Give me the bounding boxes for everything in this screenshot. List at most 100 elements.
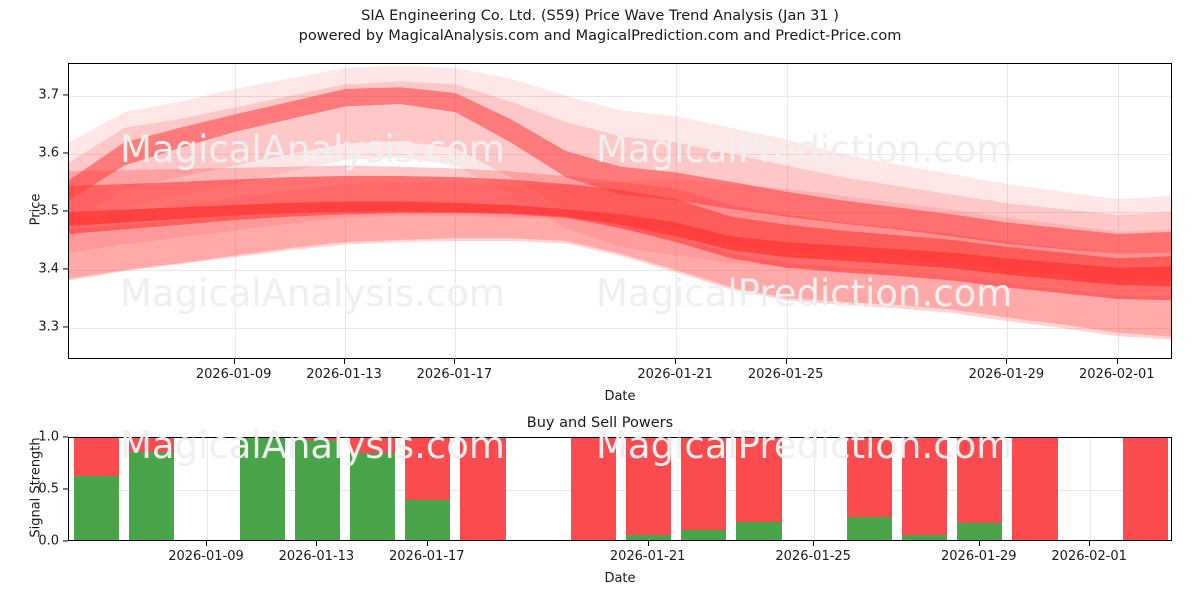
price-chart-y-tick-label: 3.3 [38,319,59,335]
buy-power-segment [736,522,782,540]
signal-chart-gridline-v [814,438,816,540]
signal-bar[interactable] [294,438,341,540]
buy-power-segment [73,475,120,540]
buy-power-segment [681,529,727,540]
sell-power-segment [129,438,175,452]
buy-power-segment [349,452,396,540]
signal-bar[interactable] [349,438,396,540]
price-band-lower-tail-band [69,208,1171,340]
price-chart-y-tick-mark [63,152,68,154]
buy-power-segment [294,440,341,540]
signal-bar[interactable] [405,438,451,540]
price-chart-y-tick-label: 3.7 [38,87,59,103]
sell-power-segment [736,438,782,523]
price-chart-gridline-h [69,270,1171,272]
sell-power-segment [349,438,396,453]
price-chart-x-tick-mark [344,359,346,364]
signal-chart-x-tick-label: 2026-02-01 [1051,549,1127,564]
signal-bar[interactable] [846,438,893,540]
signal-chart-x-axis-label: Date [604,571,636,586]
price-chart-x-tick-mark [233,359,235,364]
price-chart-x-tick-mark [1116,359,1118,364]
price-chart-x-tick-label: 2026-01-17 [416,367,493,382]
title-block: SIA Engineering Co. Ltd. (S59) Price Wav… [0,6,1200,46]
signal-bar[interactable] [1122,438,1169,540]
signal-chart-x-tick-mark [316,541,318,546]
price-chart-gridline-h [69,328,1171,330]
buy-power-segment [846,517,893,540]
signal-chart-gridline-v [1090,438,1092,540]
signal-bar[interactable] [681,438,727,540]
price-chart-x-tick-label: 2026-01-25 [747,367,824,382]
price-band-upper-right-halo [69,179,1171,282]
price-chart-x-tick-label: 2026-01-21 [637,367,713,382]
price-chart-x-axis-label: Date [604,389,636,404]
price-chart-y-tick-mark [63,326,68,328]
price-chart-x-tick-mark [785,359,787,364]
signal-chart-y-tick-mark [63,436,68,438]
price-chart-x-tick-mark [1006,359,1008,364]
signal-chart-x-tick-label: 2026-01-13 [278,549,355,564]
signal-chart-y-tick-mark [63,488,68,490]
signal-chart-gridline-v [207,438,208,540]
signal-bar[interactable] [73,438,120,540]
buy-power-segment [957,523,1003,540]
sell-power-segment [901,438,948,535]
signal-bar[interactable] [736,438,782,540]
price-chart-x-tick-mark [675,359,677,364]
signal-chart-x-tick-mark [1089,541,1091,546]
price-band-upper-core-band [69,87,1171,254]
sell-power-segment [957,438,1003,524]
signal-bar[interactable] [570,438,617,540]
signal-bar[interactable] [460,438,506,540]
signal-bar[interactable] [957,438,1003,540]
price-chart-x-tick-label: 2026-01-13 [306,367,382,382]
price-chart-y-tick-label: 3.5 [38,203,59,219]
price-chart-gridline-h [69,153,1171,155]
signal-chart-y-tick-label: 0.5 [38,481,59,497]
signal-bar[interactable] [1012,438,1058,540]
signal-chart-x-tick-mark [647,541,649,546]
buy-power-segment [901,534,948,540]
price-chart-x-tick-label: 2026-01-09 [195,367,272,382]
signal-chart-axes [68,437,1172,541]
price-chart-gridline-v [1117,64,1119,358]
price-chart-y-axis-label: Price [28,193,44,226]
buy-power-segment [239,438,285,540]
price-chart-plot-area [69,64,1171,358]
price-chart-gridline-v [1007,64,1009,358]
signal-chart-y-tick-label: 0.0 [38,533,59,549]
price-chart-x-tick-label: 2026-01-29 [968,367,1045,382]
sell-power-segment [570,438,617,540]
page-subtitle: powered by MagicalAnalysis.com and Magic… [298,28,902,44]
price-chart-y-tick-label: 3.6 [38,145,59,161]
signal-chart-x-tick-label: 2026-01-09 [168,549,244,564]
price-chart-y-tick-mark [63,94,68,96]
sell-power-segment [294,438,341,441]
signal-chart-x-tick-label: 2026-01-17 [389,549,465,564]
signal-bar[interactable] [901,438,948,540]
sell-power-segment [73,438,120,476]
signal-bar[interactable] [625,438,672,540]
price-chart-y-tick-mark [63,268,68,270]
buy-power-segment [625,534,672,540]
signal-chart-gridline-h [69,490,1171,491]
signal-bar[interactable] [129,438,175,540]
sell-power-segment [1122,438,1169,540]
sell-power-segment [405,438,451,501]
signal-chart-x-tick-mark [813,541,815,546]
signal-chart-y-tick-mark [63,540,68,542]
buy-power-segment [129,451,175,540]
signal-chart-x-tick-label: 2026-01-29 [941,549,1017,564]
price-chart-x-tick-mark [454,359,456,364]
signal-chart-y-axis-label: Signal Strength [28,437,44,538]
signal-bar[interactable] [239,438,285,540]
page-title: SIA Engineering Co. Ltd. (S59) Price Wav… [361,8,839,24]
sell-power-segment [846,438,893,518]
sell-power-segment [625,438,672,535]
signal-chart-plot-area [69,438,1171,540]
price-chart-axes [68,63,1172,359]
price-chart-y-tick-label: 3.4 [38,261,59,277]
price-chart-y-tick-mark [63,210,68,212]
